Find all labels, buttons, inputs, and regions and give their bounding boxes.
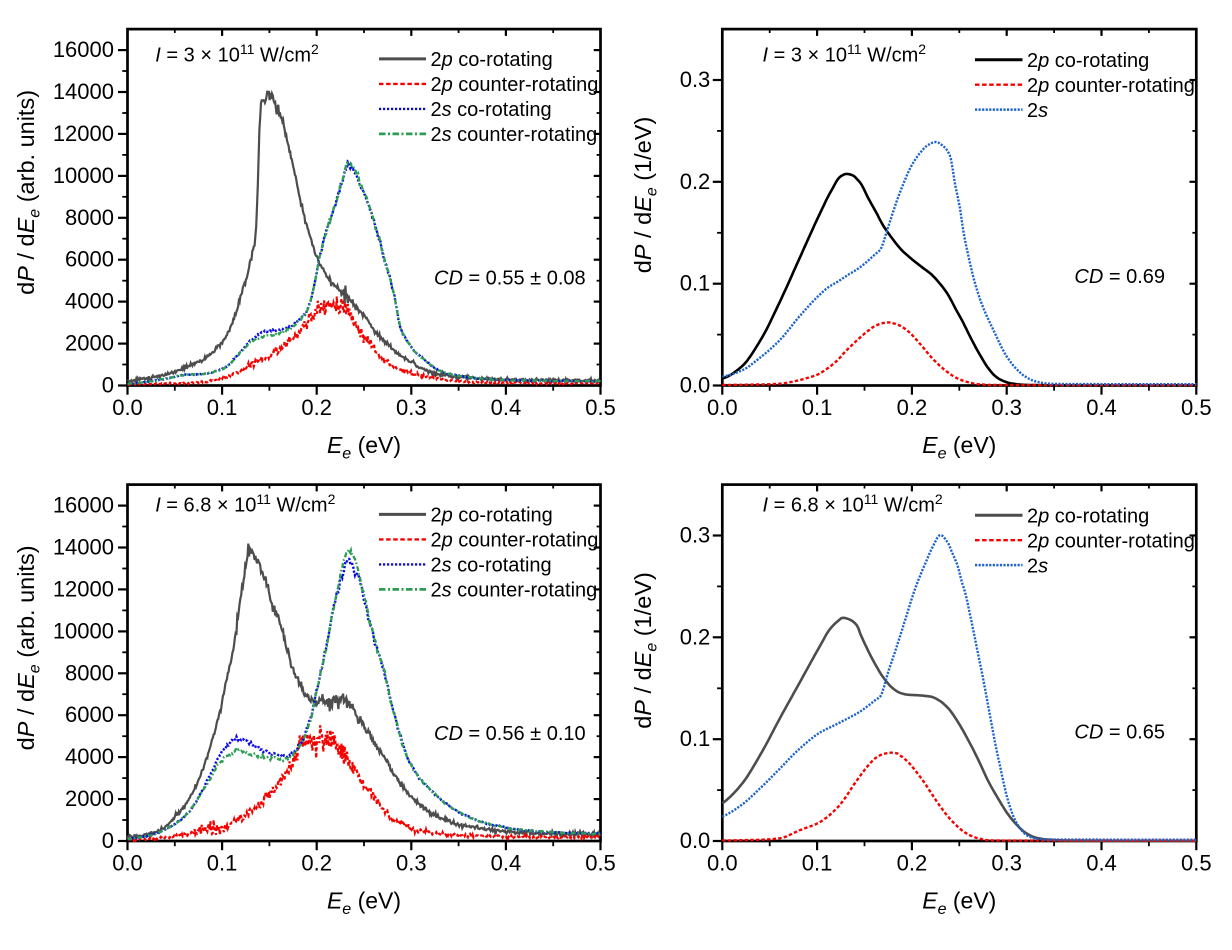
svg-text:0.2: 0.2 xyxy=(897,395,928,420)
svg-text:0.3: 0.3 xyxy=(991,395,1022,420)
svg-text:0.5: 0.5 xyxy=(1181,395,1212,420)
svg-text:2p counter-rotating: 2p counter-rotating xyxy=(431,530,599,552)
svg-text:I = 3 × 1011 W/cm2: I = 3 × 1011 W/cm2 xyxy=(763,41,927,67)
svg-text:CD = 0.55 ± 0.08: CD = 0.55 ± 0.08 xyxy=(434,268,586,290)
svg-text:0.4: 0.4 xyxy=(491,850,522,875)
svg-text:16000: 16000 xyxy=(53,493,114,518)
svg-text:2s co-rotating: 2s co-rotating xyxy=(431,99,552,121)
svg-text:CD = 0.69: CD = 0.69 xyxy=(1074,266,1165,288)
svg-text:0.1: 0.1 xyxy=(802,395,833,420)
svg-text:0.0: 0.0 xyxy=(680,373,711,398)
svg-text:dP / dEe (1/eV): dP / dEe (1/eV) xyxy=(630,117,661,274)
svg-text:0.2: 0.2 xyxy=(680,624,711,649)
svg-text:I = 6.8 × 1011 W/cm2: I = 6.8 × 1011 W/cm2 xyxy=(763,491,943,517)
svg-text:0: 0 xyxy=(102,373,114,398)
svg-text:2p counter-rotating: 2p counter-rotating xyxy=(1027,530,1195,552)
svg-text:2p co-rotating: 2p co-rotating xyxy=(1027,50,1149,72)
svg-text:0.3: 0.3 xyxy=(396,395,427,420)
svg-text:2000: 2000 xyxy=(65,786,114,811)
svg-text:0.1: 0.1 xyxy=(680,271,711,296)
svg-text:12000: 12000 xyxy=(53,576,114,601)
svg-text:0.4: 0.4 xyxy=(1086,395,1117,420)
svg-text:2p co-rotating: 2p co-rotating xyxy=(1027,506,1149,528)
svg-text:14000: 14000 xyxy=(53,535,114,560)
svg-text:0.0: 0.0 xyxy=(112,395,143,420)
svg-text:0.5: 0.5 xyxy=(585,395,616,420)
svg-text:Ee (eV): Ee (eV) xyxy=(327,432,401,463)
svg-text:0.3: 0.3 xyxy=(991,850,1022,875)
svg-text:4000: 4000 xyxy=(65,289,114,314)
svg-text:CD = 0.65: CD = 0.65 xyxy=(1074,722,1165,744)
svg-text:2s counter-rotating: 2s counter-rotating xyxy=(431,124,598,146)
svg-text:2s counter-rotating: 2s counter-rotating xyxy=(431,580,598,602)
svg-text:CD = 0.56 ± 0.10: CD = 0.56 ± 0.10 xyxy=(434,723,586,745)
svg-text:Ee (eV): Ee (eV) xyxy=(327,888,401,919)
svg-text:0.3: 0.3 xyxy=(680,67,711,92)
svg-text:8000: 8000 xyxy=(65,205,114,230)
svg-text:0.2: 0.2 xyxy=(680,169,711,194)
svg-text:0.3: 0.3 xyxy=(396,850,427,875)
svg-text:2p counter-rotating: 2p counter-rotating xyxy=(1027,75,1195,97)
svg-text:0.2: 0.2 xyxy=(301,395,332,420)
svg-text:2s co-rotating: 2s co-rotating xyxy=(431,555,552,577)
svg-text:0.1: 0.1 xyxy=(207,850,238,875)
svg-text:10000: 10000 xyxy=(53,618,114,643)
svg-text:I = 6.8 × 1011 W/cm2: I = 6.8 × 1011 W/cm2 xyxy=(155,491,335,517)
svg-text:0.3: 0.3 xyxy=(680,523,711,548)
svg-text:2p co-rotating: 2p co-rotating xyxy=(431,49,553,71)
svg-text:14000: 14000 xyxy=(53,79,114,104)
svg-text:0.2: 0.2 xyxy=(897,850,928,875)
svg-text:0.4: 0.4 xyxy=(1086,850,1117,875)
svg-text:0.0: 0.0 xyxy=(707,395,738,420)
svg-text:0: 0 xyxy=(102,828,114,853)
svg-text:0.4: 0.4 xyxy=(491,395,522,420)
svg-text:6000: 6000 xyxy=(65,702,114,727)
svg-text:8000: 8000 xyxy=(65,660,114,685)
svg-text:2s: 2s xyxy=(1027,555,1048,577)
svg-text:10000: 10000 xyxy=(53,163,114,188)
svg-text:0.0: 0.0 xyxy=(707,850,738,875)
svg-text:2p counter-rotating: 2p counter-rotating xyxy=(431,74,599,96)
svg-text:0.2: 0.2 xyxy=(301,850,332,875)
svg-text:2p co-rotating: 2p co-rotating xyxy=(431,505,553,527)
svg-text:6000: 6000 xyxy=(65,247,114,272)
svg-text:0.5: 0.5 xyxy=(585,850,616,875)
svg-text:dP / dEe (arb. units): dP / dEe (arb. units) xyxy=(13,90,44,295)
svg-text:4000: 4000 xyxy=(65,744,114,769)
svg-text:12000: 12000 xyxy=(53,121,114,146)
svg-text:16000: 16000 xyxy=(53,37,114,62)
svg-text:Ee (eV): Ee (eV) xyxy=(922,888,996,919)
svg-text:0.1: 0.1 xyxy=(802,850,833,875)
svg-text:2000: 2000 xyxy=(65,331,114,356)
svg-text:I = 3 × 1011 W/cm2: I = 3 × 1011 W/cm2 xyxy=(155,41,319,67)
svg-text:2s: 2s xyxy=(1027,100,1048,122)
svg-text:0.1: 0.1 xyxy=(680,726,711,751)
svg-text:0.1: 0.1 xyxy=(207,395,238,420)
svg-text:0.0: 0.0 xyxy=(680,828,711,853)
svg-text:Ee (eV): Ee (eV) xyxy=(922,432,996,463)
svg-text:0.0: 0.0 xyxy=(112,850,143,875)
svg-text:dP / dEe (arb. units): dP / dEe (arb. units) xyxy=(13,545,44,750)
svg-text:0.5: 0.5 xyxy=(1181,850,1212,875)
